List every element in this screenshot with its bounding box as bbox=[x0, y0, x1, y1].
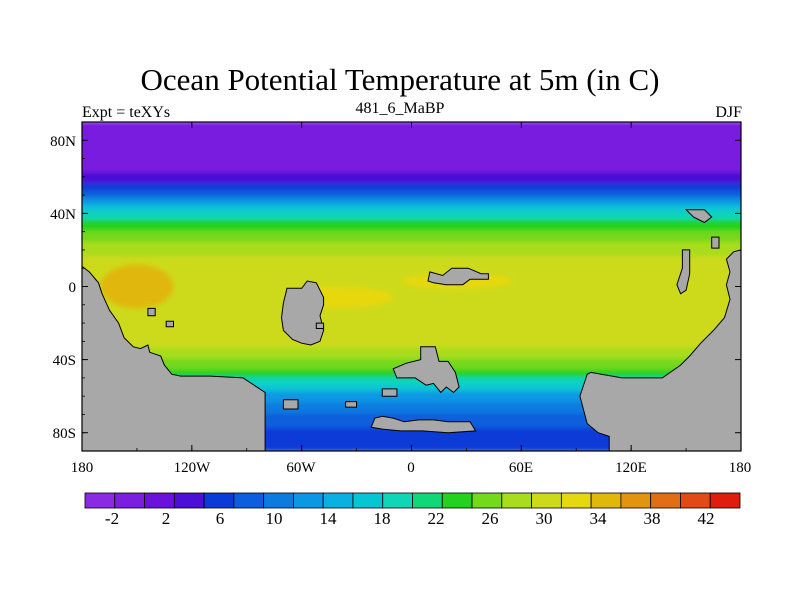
temperature-band bbox=[82, 122, 741, 175]
temperature-band bbox=[82, 190, 741, 200]
experiment-label: Expt = teXYs bbox=[82, 104, 171, 121]
land-island-north-1 bbox=[427, 267, 489, 286]
land-island-south-2 bbox=[345, 401, 358, 408]
lon-tick-label: 60W bbox=[286, 460, 316, 476]
colorbar-tick-label: 38 bbox=[643, 509, 661, 528]
temperature-band bbox=[82, 256, 741, 350]
temperature-band bbox=[82, 347, 741, 361]
colorbar-swatch bbox=[412, 492, 443, 509]
lon-tick-label: 60E bbox=[508, 460, 534, 476]
colorbar-swatch bbox=[501, 492, 532, 509]
colorbar-tick-label: 42 bbox=[697, 509, 715, 528]
colorbar-tick-label: 14 bbox=[319, 509, 337, 528]
colorbar-swatch bbox=[680, 492, 711, 509]
temperature-band bbox=[82, 172, 741, 186]
land-island-south-3 bbox=[282, 399, 299, 410]
lat-tick-label: 40S bbox=[52, 353, 76, 369]
land-masks bbox=[82, 209, 741, 451]
temperature-band bbox=[82, 219, 741, 233]
colorbar-tick-label: 30 bbox=[535, 509, 553, 528]
land-island-south-4 bbox=[381, 388, 398, 397]
colorbar-tick-label: 2 bbox=[161, 509, 171, 528]
lat-tick-label: 40N bbox=[50, 207, 76, 223]
map-title: Ocean Potential Temperature at 5m (in C) bbox=[140, 62, 660, 97]
colorbar-swatch bbox=[531, 492, 562, 509]
temperature-band bbox=[82, 197, 741, 208]
land-antarctic-shelf bbox=[370, 415, 477, 434]
colorbar-tick-label: 34 bbox=[589, 509, 607, 528]
lat-tick-label: 0 bbox=[68, 280, 77, 296]
colorbar-tick-label: -2 bbox=[104, 509, 120, 528]
colorbar-swatch bbox=[382, 492, 413, 509]
colorbar-tick-label: 22 bbox=[427, 509, 445, 528]
colorbar-swatch bbox=[144, 492, 175, 509]
lat-tick-label: 80N bbox=[50, 134, 76, 150]
lon-tick-label: 120W bbox=[173, 460, 211, 476]
temperature-band bbox=[82, 241, 741, 259]
colorbar bbox=[84, 492, 741, 509]
colorbar-swatch bbox=[471, 492, 503, 509]
lon-tick-label: 180 bbox=[728, 460, 752, 476]
land-island-east-1 bbox=[676, 249, 691, 295]
lon-tick-label: 120E bbox=[615, 460, 647, 476]
colorbar-swatch bbox=[84, 492, 116, 509]
colorbar-swatch bbox=[263, 492, 294, 509]
temperature-band bbox=[82, 376, 741, 387]
colorbar-tick-label: 18 bbox=[373, 509, 391, 528]
land-island-ne-1 bbox=[684, 209, 713, 224]
temperature-field bbox=[82, 122, 741, 451]
temperature-band bbox=[82, 384, 741, 394]
run-label: 481_6_MaBP bbox=[355, 100, 445, 117]
colorbar-tick-label: 10 bbox=[265, 509, 283, 528]
colorbar-swatch bbox=[620, 492, 652, 509]
colorbar-swatch bbox=[293, 492, 324, 509]
colorbar-swatch bbox=[709, 492, 741, 509]
colorbar-swatch bbox=[560, 492, 592, 509]
temperature-band bbox=[82, 230, 741, 244]
colorbar-tick-label: 6 bbox=[215, 509, 225, 528]
land-east-landmass bbox=[579, 249, 741, 451]
colorbar-swatch bbox=[590, 492, 622, 509]
axis-ticks bbox=[81, 121, 742, 452]
colorbar-swatch bbox=[352, 492, 384, 509]
colorbar-swatch bbox=[233, 492, 265, 509]
land-island-west-2 bbox=[165, 320, 174, 328]
lon-tick-label: 180 bbox=[70, 460, 94, 476]
temperature-band bbox=[82, 212, 741, 222]
colorbar-swatch bbox=[203, 492, 235, 509]
land-island-mid-1 bbox=[315, 322, 325, 329]
land-island-south-1 bbox=[392, 346, 460, 394]
temperature-band bbox=[82, 205, 741, 215]
temperature-bands bbox=[82, 122, 741, 451]
season-label: DJF bbox=[715, 104, 742, 121]
colorbar-swatch bbox=[441, 492, 473, 509]
colorbar-swatch bbox=[322, 492, 354, 509]
land-island-west-1 bbox=[147, 307, 156, 317]
temperature-band bbox=[82, 183, 741, 193]
lat-tick-label: 80S bbox=[52, 426, 76, 442]
land-island-east-2 bbox=[711, 236, 720, 249]
colorbar-tick-label: 26 bbox=[481, 509, 499, 528]
colorbar-swatch bbox=[173, 492, 205, 509]
land-america-west bbox=[82, 265, 266, 451]
colorbar-swatch bbox=[114, 492, 145, 509]
colorbar-swatch bbox=[650, 492, 681, 509]
warm-pool bbox=[100, 264, 174, 309]
land-africa-mid bbox=[280, 280, 325, 346]
lon-tick-label: 0 bbox=[407, 460, 415, 476]
